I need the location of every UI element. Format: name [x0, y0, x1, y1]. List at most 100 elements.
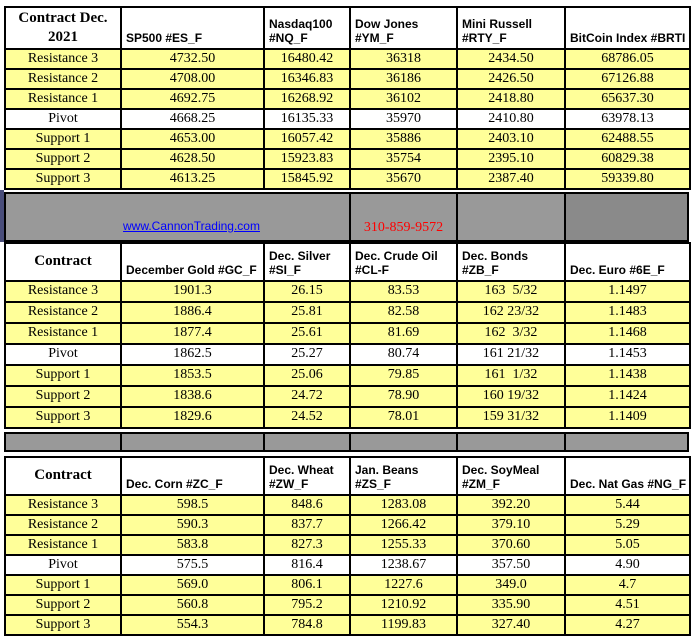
header-row: Contract December Gold #GC_F Dec. Silver #… — [4, 241, 691, 282]
row-label: Resistance 2 — [4, 513, 122, 536]
grains-natgas-table: Contract Dec. Corn #ZC_F Dec. Wheat #ZW_F J… — [4, 455, 691, 636]
price-cell: 36318 — [349, 47, 458, 70]
price-cell: 35670 — [349, 167, 458, 190]
price-cell: 1862.5 — [120, 342, 265, 366]
price-cell: 25.06 — [263, 363, 351, 387]
price-cell: 1829.6 — [120, 405, 265, 429]
separator-cell — [564, 433, 687, 450]
separator-cell — [349, 433, 456, 450]
price-cell: 16346.83 — [263, 67, 351, 90]
row-label: Resistance 1 — [4, 321, 122, 345]
row-label: Support 2 — [4, 593, 122, 616]
phone-number: 310-859-9572 — [363, 219, 444, 235]
column-header: Dec. Bonds #ZB_F — [456, 241, 566, 282]
table-row: Support 2 560.8 795.2 1210.92 335.90 4.51 — [4, 593, 691, 616]
band-cell-website: www.CannonTrading.com — [6, 194, 349, 240]
band-cell-empty-dark — [564, 193, 687, 240]
price-cell: 25.27 — [263, 342, 351, 366]
column-header: Dow Jones #YM_F — [349, 6, 458, 50]
price-cell: 590.3 — [120, 513, 265, 536]
price-cell: 560.8 — [120, 593, 265, 616]
price-cell: 1.1453 — [564, 342, 691, 366]
column-header: December Gold #GC_F — [120, 241, 265, 282]
separator-cell — [456, 433, 564, 450]
table-row: Resistance 3 4732.50 16480.42 36318 2434.50 6… — [4, 47, 691, 70]
price-cell: 335.90 — [456, 593, 566, 616]
price-cell: 68786.05 — [564, 47, 691, 70]
price-cell: 795.2 — [263, 593, 351, 616]
price-cell: 327.40 — [456, 613, 566, 636]
row-label: Support 3 — [4, 613, 122, 636]
price-cell: 2387.40 — [456, 167, 566, 190]
price-cell: 24.72 — [263, 384, 351, 408]
row-label: Resistance 2 — [4, 300, 122, 324]
price-cell: 160 19/32 — [456, 384, 566, 408]
info-band: www.CannonTrading.com 310-859-9572 — [0, 189, 692, 242]
price-cell: 392.20 — [456, 493, 566, 516]
column-header: Dec. Nat Gas #NG_F — [564, 455, 691, 496]
price-cell: 4.7 — [564, 573, 691, 596]
price-cell: 35754 — [349, 147, 458, 170]
metals-energy-bonds-currency-table: Contract December Gold #GC_F Dec. Silver #… — [4, 241, 691, 429]
table-row: Resistance 1 4692.75 16268.92 36102 2418.80 6… — [4, 87, 691, 110]
price-cell: 159 31/32 — [456, 405, 566, 429]
table-row: Pivot 1862.5 25.27 80.74 161 21/32 1.1453 — [4, 342, 691, 366]
table-row: Resistance 1 583.8 827.3 1255.33 370.60 5.05 — [4, 533, 691, 556]
price-cell: 1.1468 — [564, 321, 691, 345]
row-label: Support 1 — [4, 363, 122, 387]
price-cell: 784.8 — [263, 613, 351, 636]
row-label: Resistance 3 — [4, 47, 122, 70]
column-header: Dec. Wheat #ZW_F — [263, 455, 351, 496]
row-label: Support 1 — [4, 127, 122, 150]
price-cell: 598.5 — [120, 493, 265, 516]
column-header: Dec. Crude Oil #CL-F — [349, 241, 458, 282]
table-row: Support 1 4653.00 16057.42 35886 2403.10 6248… — [4, 127, 691, 150]
price-cell: 2403.10 — [456, 127, 566, 150]
header-row: Contract Dec. 2021 SP500 #ES_F Nasdaq100 #… — [4, 6, 691, 50]
column-header: Jan. Beans #ZS_F — [349, 455, 458, 496]
row-label-header: Contract — [4, 455, 122, 496]
price-cell: 161 21/32 — [456, 342, 566, 366]
price-cell: 1.1483 — [564, 300, 691, 324]
price-cell: 35970 — [349, 107, 458, 130]
price-cell: 82.58 — [349, 300, 458, 324]
table-row: Support 3 1829.6 24.52 78.01 159 31/32 1.1409 — [4, 405, 691, 429]
price-cell: 16480.42 — [263, 47, 351, 70]
separator-cell — [6, 434, 120, 450]
price-cell: 162 23/32 — [456, 300, 566, 324]
price-cell: 83.53 — [349, 279, 458, 303]
price-cell: 16135.33 — [263, 107, 351, 130]
price-cell: 5.29 — [564, 513, 691, 536]
price-cell: 379.10 — [456, 513, 566, 536]
column-header: Dec. Euro #6E_F — [564, 241, 691, 282]
price-cell: 81.69 — [349, 321, 458, 345]
column-header: Dec. SoyMeal #ZM_F — [456, 455, 566, 496]
row-label: Resistance 1 — [4, 87, 122, 110]
price-cell: 1255.33 — [349, 533, 458, 556]
price-cell: 78.90 — [349, 384, 458, 408]
price-cell: 806.1 — [263, 573, 351, 596]
separator-cell — [120, 433, 263, 450]
column-header: BitCoin Index #BRTI — [564, 6, 691, 50]
price-cell: 16268.92 — [263, 87, 351, 110]
separator-band — [0, 429, 692, 452]
price-cell: 25.61 — [263, 321, 351, 345]
price-cell: 816.4 — [263, 553, 351, 576]
table-row: Resistance 2 4708.00 16346.83 36186 2426.50 6… — [4, 67, 691, 90]
price-cell: 161 1/32 — [456, 363, 566, 387]
price-cell: 848.6 — [263, 493, 351, 516]
price-cell: 4613.25 — [120, 167, 265, 190]
price-cell: 1838.6 — [120, 384, 265, 408]
table-row: Support 3 554.3 784.8 1199.83 327.40 4.27 — [4, 613, 691, 636]
column-header: Nasdaq100 #NQ_F — [263, 6, 351, 50]
website-link[interactable]: www.CannonTrading.com — [123, 218, 260, 233]
price-cell: 4.90 — [564, 553, 691, 576]
price-cell: 80.74 — [349, 342, 458, 366]
table-row: Support 2 4628.50 15923.83 35754 2395.10 6082… — [4, 147, 691, 170]
price-cell: 4692.75 — [120, 87, 265, 110]
price-cell: 4628.50 — [120, 147, 265, 170]
band-left-edge — [0, 189, 4, 242]
price-cell: 67126.88 — [564, 67, 691, 90]
header-row: Contract Dec. Corn #ZC_F Dec. Wheat #ZW_F J… — [4, 455, 691, 496]
price-cell: 1283.08 — [349, 493, 458, 516]
